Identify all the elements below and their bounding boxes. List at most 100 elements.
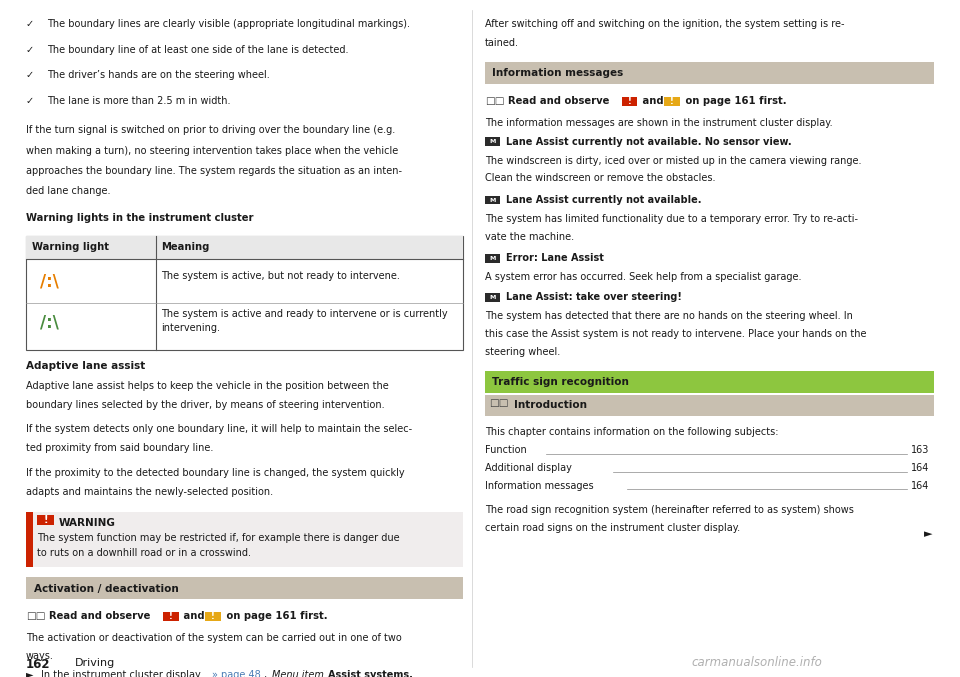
Text: Adaptive lane assist helps to keep the vehicle in the position between the: Adaptive lane assist helps to keep the v… xyxy=(26,381,389,391)
FancyBboxPatch shape xyxy=(26,236,463,259)
Text: The system is active and ready to intervene or is currently: The system is active and ready to interv… xyxy=(161,309,448,320)
Text: 162: 162 xyxy=(26,658,51,671)
Text: Adaptive lane assist: Adaptive lane assist xyxy=(26,361,145,371)
Text: Read and observe: Read and observe xyxy=(508,96,612,106)
Text: Menu item: Menu item xyxy=(272,670,324,677)
Text: ✓: ✓ xyxy=(26,45,34,55)
FancyBboxPatch shape xyxy=(163,612,179,621)
Text: Warning light: Warning light xyxy=(32,242,108,252)
FancyBboxPatch shape xyxy=(485,137,500,146)
Text: WARNING: WARNING xyxy=(59,518,115,528)
Text: Clean the windscreen or remove the obstacles.: Clean the windscreen or remove the obsta… xyxy=(485,173,715,183)
Text: ,: , xyxy=(264,670,271,677)
FancyBboxPatch shape xyxy=(485,196,500,204)
Text: □□: □□ xyxy=(489,398,508,408)
Text: The system function may be restricted if, for example there is danger due: The system function may be restricted if… xyxy=(37,533,400,543)
Text: to ruts on a downhill road or in a crosswind.: to ruts on a downhill road or in a cross… xyxy=(37,548,252,558)
Text: ded lane change.: ded lane change. xyxy=(26,186,110,196)
FancyBboxPatch shape xyxy=(26,512,463,567)
Text: M: M xyxy=(490,139,495,144)
Text: adapts and maintains the newly-selected position.: adapts and maintains the newly-selected … xyxy=(26,487,273,497)
Text: A system error has occurred. Seek help from a specialist garage.: A system error has occurred. Seek help f… xyxy=(485,272,802,282)
Text: The system has detected that there are no hands on the steering wheel. In: The system has detected that there are n… xyxy=(485,311,852,322)
FancyBboxPatch shape xyxy=(26,512,33,567)
Text: M: M xyxy=(490,198,495,202)
Text: Function: Function xyxy=(485,445,526,456)
Text: !: ! xyxy=(628,97,632,106)
FancyBboxPatch shape xyxy=(26,236,463,350)
FancyBboxPatch shape xyxy=(664,97,680,106)
Text: ►: ► xyxy=(26,670,34,677)
Text: boundary lines selected by the driver, by means of steering intervention.: boundary lines selected by the driver, b… xyxy=(26,400,385,410)
Text: Introduction: Introduction xyxy=(514,400,587,410)
Text: /:\: /:\ xyxy=(40,313,60,332)
Text: intervening.: intervening. xyxy=(161,323,220,333)
Text: ways.: ways. xyxy=(26,651,54,661)
Text: vate the machine.: vate the machine. xyxy=(485,232,574,242)
Text: If the system detects only one boundary line, it will help to maintain the selec: If the system detects only one boundary … xyxy=(26,424,412,435)
FancyBboxPatch shape xyxy=(485,395,934,416)
Text: and: and xyxy=(180,611,208,621)
Text: !: ! xyxy=(43,515,48,525)
FancyBboxPatch shape xyxy=(485,293,500,302)
Text: !: ! xyxy=(670,97,674,106)
Text: □□: □□ xyxy=(26,611,45,621)
Text: /:\: /:\ xyxy=(40,272,60,290)
Text: ✓: ✓ xyxy=(26,96,34,106)
Text: ted proximity from said boundary line.: ted proximity from said boundary line. xyxy=(26,443,213,454)
Text: Traffic sign recognition: Traffic sign recognition xyxy=(492,377,630,387)
Text: carmanualsonline.info: carmanualsonline.info xyxy=(691,656,822,669)
Text: This chapter contains information on the following subjects:: This chapter contains information on the… xyxy=(485,427,779,437)
FancyBboxPatch shape xyxy=(26,577,463,599)
Text: 164: 164 xyxy=(911,463,929,473)
Text: □□: □□ xyxy=(485,96,504,106)
FancyBboxPatch shape xyxy=(485,254,500,263)
Text: on page 161 first.: on page 161 first. xyxy=(682,96,786,106)
Text: M: M xyxy=(490,256,495,261)
Text: Information messages: Information messages xyxy=(485,481,593,491)
Text: 163: 163 xyxy=(911,445,929,456)
FancyBboxPatch shape xyxy=(622,97,637,106)
Text: The windscreen is dirty, iced over or misted up in the camera viewing range.: The windscreen is dirty, iced over or mi… xyxy=(485,156,861,166)
Text: The information messages are shown in the instrument cluster display.: The information messages are shown in th… xyxy=(485,118,832,128)
Text: The system is active, but not ready to intervene.: The system is active, but not ready to i… xyxy=(161,271,400,281)
Text: Lane Assist: take over steering!: Lane Assist: take over steering! xyxy=(506,292,682,303)
Text: Warning lights in the instrument cluster: Warning lights in the instrument cluster xyxy=(26,213,253,223)
Text: If the turn signal is switched on prior to driving over the boundary line (e.g.: If the turn signal is switched on prior … xyxy=(26,125,396,135)
FancyBboxPatch shape xyxy=(37,515,54,525)
Text: tained.: tained. xyxy=(485,38,518,48)
FancyBboxPatch shape xyxy=(205,612,221,621)
Text: Lane Assist currently not available.: Lane Assist currently not available. xyxy=(506,195,702,205)
Text: Error: Lane Assist: Error: Lane Assist xyxy=(506,253,604,263)
Text: this case the Assist system is not ready to intervene. Place your hands on the: this case the Assist system is not ready… xyxy=(485,329,866,339)
Text: The road sign recognition system (hereinafter referred to as system) shows: The road sign recognition system (herein… xyxy=(485,505,853,515)
Text: The lane is more than 2.5 m in width.: The lane is more than 2.5 m in width. xyxy=(47,96,230,106)
Text: Meaning: Meaning xyxy=(161,242,209,252)
Text: and: and xyxy=(639,96,667,106)
Text: In the instrument cluster display: In the instrument cluster display xyxy=(41,670,204,677)
Text: Assist systems.: Assist systems. xyxy=(328,670,413,677)
Text: Additional display: Additional display xyxy=(485,463,571,473)
Text: The driver’s hands are on the steering wheel.: The driver’s hands are on the steering w… xyxy=(47,70,270,81)
Text: !: ! xyxy=(211,612,215,621)
Text: Driving: Driving xyxy=(75,658,115,668)
Text: The boundary line of at least one side of the lane is detected.: The boundary line of at least one side o… xyxy=(47,45,348,55)
Text: Information messages: Information messages xyxy=(492,68,624,79)
Text: Read and observe: Read and observe xyxy=(49,611,154,621)
Text: !: ! xyxy=(169,612,173,621)
Text: steering wheel.: steering wheel. xyxy=(485,347,560,357)
Text: ✓: ✓ xyxy=(26,70,34,81)
Text: on page 161 first.: on page 161 first. xyxy=(223,611,327,621)
Text: 164: 164 xyxy=(911,481,929,491)
Text: approaches the boundary line. The system regards the situation as an inten-: approaches the boundary line. The system… xyxy=(26,166,402,176)
Text: The boundary lines are clearly visible (appropriate longitudinal markings).: The boundary lines are clearly visible (… xyxy=(47,19,410,29)
FancyBboxPatch shape xyxy=(485,371,934,393)
Text: Lane Assist currently not available. No sensor view.: Lane Assist currently not available. No … xyxy=(506,137,792,147)
Text: certain road signs on the instrument cluster display.: certain road signs on the instrument clu… xyxy=(485,523,740,533)
Text: M: M xyxy=(490,295,495,300)
Text: ►: ► xyxy=(924,529,932,540)
Text: After switching off and switching on the ignition, the system setting is re-: After switching off and switching on the… xyxy=(485,19,844,29)
FancyBboxPatch shape xyxy=(485,62,934,84)
Text: » page 48: » page 48 xyxy=(212,670,261,677)
Text: when making a turn), no steering intervention takes place when the vehicle: when making a turn), no steering interve… xyxy=(26,146,398,156)
